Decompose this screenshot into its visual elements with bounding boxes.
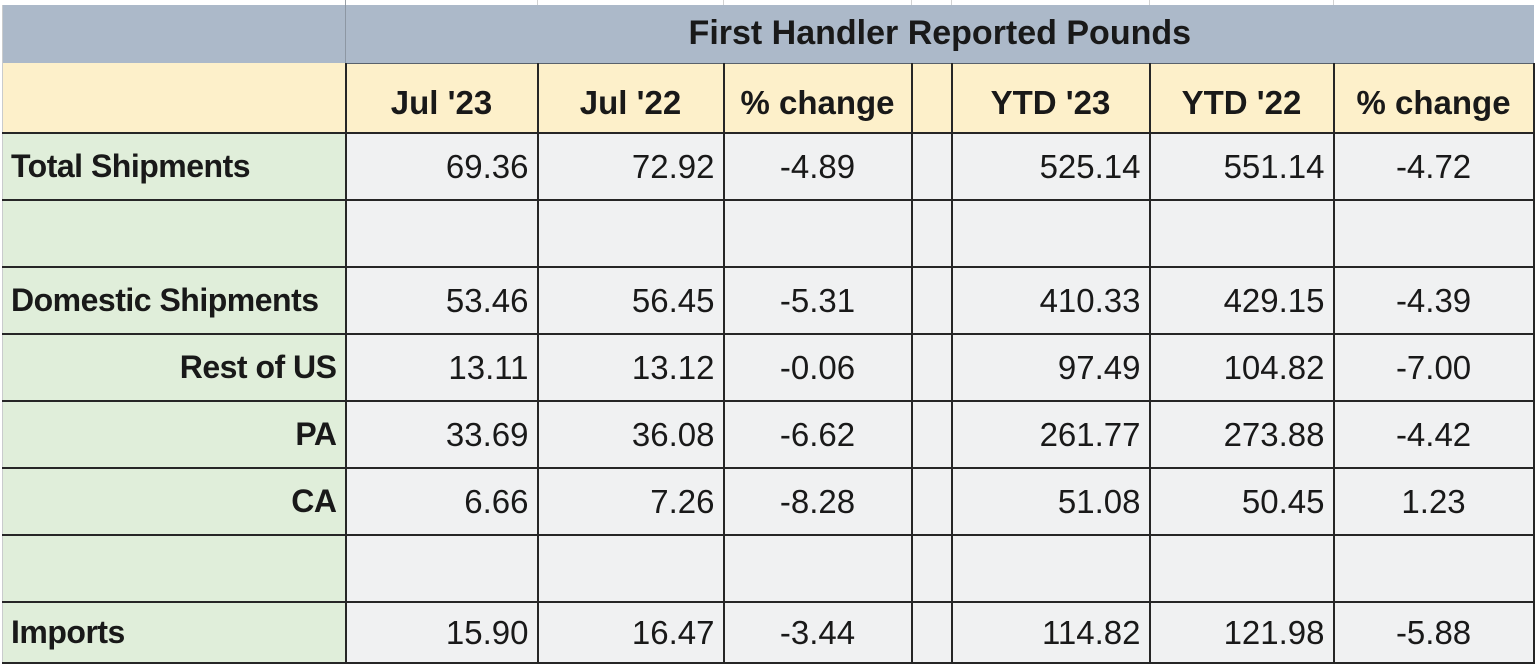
value-cell[interactable]: 16.47	[536, 601, 725, 664]
value-cell[interactable]	[1332, 534, 1535, 603]
spacer-cell	[910, 266, 953, 335]
value-cell[interactable]: -4.72	[1332, 132, 1535, 201]
value-cell[interactable]	[1148, 534, 1335, 603]
gridline-tick	[537, 0, 538, 5]
column-header-pct-change-month[interactable]: % change	[722, 62, 913, 134]
value-cell[interactable]: -4.42	[1332, 400, 1535, 469]
value-cell[interactable]: 53.46	[344, 266, 539, 335]
corner-cell[interactable]	[2, 5, 346, 63]
value-cell[interactable]: -0.06	[722, 333, 913, 402]
spacer-cell	[910, 400, 953, 469]
value-cell[interactable]	[722, 534, 913, 603]
value-cell[interactable]: 410.33	[950, 266, 1151, 335]
gridline-tick	[723, 0, 724, 5]
table-row-ca: CA 6.66 7.26 -8.28 51.08 50.45 1.23	[2, 467, 1535, 536]
value-cell[interactable]: 551.14	[1148, 132, 1335, 201]
gridline-tick	[345, 0, 346, 5]
value-cell[interactable]: 6.66	[344, 467, 539, 536]
value-cell[interactable]: -7.00	[1332, 333, 1535, 402]
value-cell[interactable]	[722, 199, 913, 268]
spacer-cell	[910, 132, 953, 201]
value-cell[interactable]: 13.11	[344, 333, 539, 402]
row-label-cell[interactable]: Imports	[2, 601, 347, 664]
value-cell[interactable]: 525.14	[950, 132, 1151, 201]
value-cell[interactable]: 51.08	[950, 467, 1151, 536]
value-cell[interactable]: 121.98	[1148, 601, 1335, 664]
column-header-ytd22[interactable]: YTD '22	[1148, 62, 1335, 134]
value-cell[interactable]: -6.62	[722, 400, 913, 469]
value-cell[interactable]	[1148, 199, 1335, 268]
value-cell[interactable]: -3.44	[722, 601, 913, 664]
table-row-domestic-shipments: Domestic Shipments 53.46 56.45 -5.31 410…	[2, 266, 1535, 335]
table-row-rest-of-us: Rest of US 13.11 13.12 -0.06 97.49 104.8…	[2, 333, 1535, 402]
value-cell[interactable]	[536, 199, 725, 268]
value-cell[interactable]: -4.39	[1332, 266, 1535, 335]
value-cell[interactable]: 50.45	[1148, 467, 1335, 536]
spacer-cell	[910, 199, 953, 268]
column-header-jul22[interactable]: Jul '22	[536, 62, 725, 134]
spacer-cell	[910, 601, 953, 664]
title-row: First Handler Reported Pounds	[2, 5, 1534, 63]
row-label-cell[interactable]: CA	[2, 467, 347, 536]
gridline-tick	[911, 0, 912, 5]
gridline-tick	[1333, 0, 1334, 5]
value-cell[interactable]: 72.92	[536, 132, 725, 201]
row-label-cell[interactable]	[2, 199, 347, 268]
spacer-cell	[910, 62, 953, 134]
column-header-pct-change-ytd[interactable]: % change	[1332, 62, 1535, 134]
value-cell[interactable]: 1.23	[1332, 467, 1535, 536]
value-cell[interactable]	[950, 199, 1151, 268]
first-handler-table: First Handler Reported Pounds Jul '23 Ju…	[2, 5, 1535, 664]
value-cell[interactable]: 56.45	[536, 266, 725, 335]
value-cell[interactable]: 15.90	[344, 601, 539, 664]
value-cell[interactable]: -5.88	[1332, 601, 1535, 664]
row-label-cell[interactable]: Rest of US	[2, 333, 347, 402]
value-cell[interactable]: 429.15	[1148, 266, 1335, 335]
header-row: Jul '23 Jul '22 % change YTD '23 YTD '22…	[2, 62, 1535, 134]
header-empty-cell[interactable]	[2, 63, 347, 134]
column-header-jul23[interactable]: Jul '23	[344, 62, 539, 134]
table-row-imports: Imports 15.90 16.47 -3.44 114.82 121.98 …	[2, 601, 1535, 664]
table-title[interactable]: First Handler Reported Pounds	[345, 5, 1534, 63]
table-row-pa: PA 33.69 36.08 -6.62 261.77 273.88 -4.42	[2, 400, 1535, 469]
value-cell[interactable]	[536, 534, 725, 603]
value-cell[interactable]: -5.31	[722, 266, 913, 335]
table-row-total-shipments: Total Shipments 69.36 72.92 -4.89 525.14…	[2, 132, 1535, 201]
value-cell[interactable]: 261.77	[950, 400, 1151, 469]
column-header-ytd23[interactable]: YTD '23	[950, 62, 1151, 134]
value-cell[interactable]	[344, 199, 539, 268]
value-cell[interactable]: 7.26	[536, 467, 725, 536]
value-cell[interactable]	[950, 534, 1151, 603]
value-cell[interactable]: -4.89	[722, 132, 913, 201]
table-row-blank	[2, 199, 1535, 268]
value-cell[interactable]: 69.36	[344, 132, 539, 201]
gridline-tick	[951, 0, 952, 5]
value-cell[interactable]: 104.82	[1148, 333, 1335, 402]
value-cell[interactable]: 36.08	[536, 400, 725, 469]
value-cell[interactable]	[1332, 199, 1535, 268]
value-cell[interactable]: 13.12	[536, 333, 725, 402]
table-row-blank	[2, 534, 1535, 603]
value-cell[interactable]	[344, 534, 539, 603]
gridline-tick	[1149, 0, 1150, 5]
value-cell[interactable]: -8.28	[722, 467, 913, 536]
value-cell[interactable]: 33.69	[344, 400, 539, 469]
spacer-cell	[910, 333, 953, 402]
spacer-cell	[910, 534, 953, 603]
row-label-cell[interactable]: PA	[2, 400, 347, 469]
value-cell[interactable]: 114.82	[950, 601, 1151, 664]
value-cell[interactable]: 97.49	[950, 333, 1151, 402]
value-cell[interactable]: 273.88	[1148, 400, 1335, 469]
row-label-cell[interactable]	[2, 534, 347, 603]
row-label-cell[interactable]: Domestic Shipments	[2, 266, 347, 335]
spacer-cell	[910, 467, 953, 536]
row-label-cell[interactable]: Total Shipments	[2, 132, 347, 201]
